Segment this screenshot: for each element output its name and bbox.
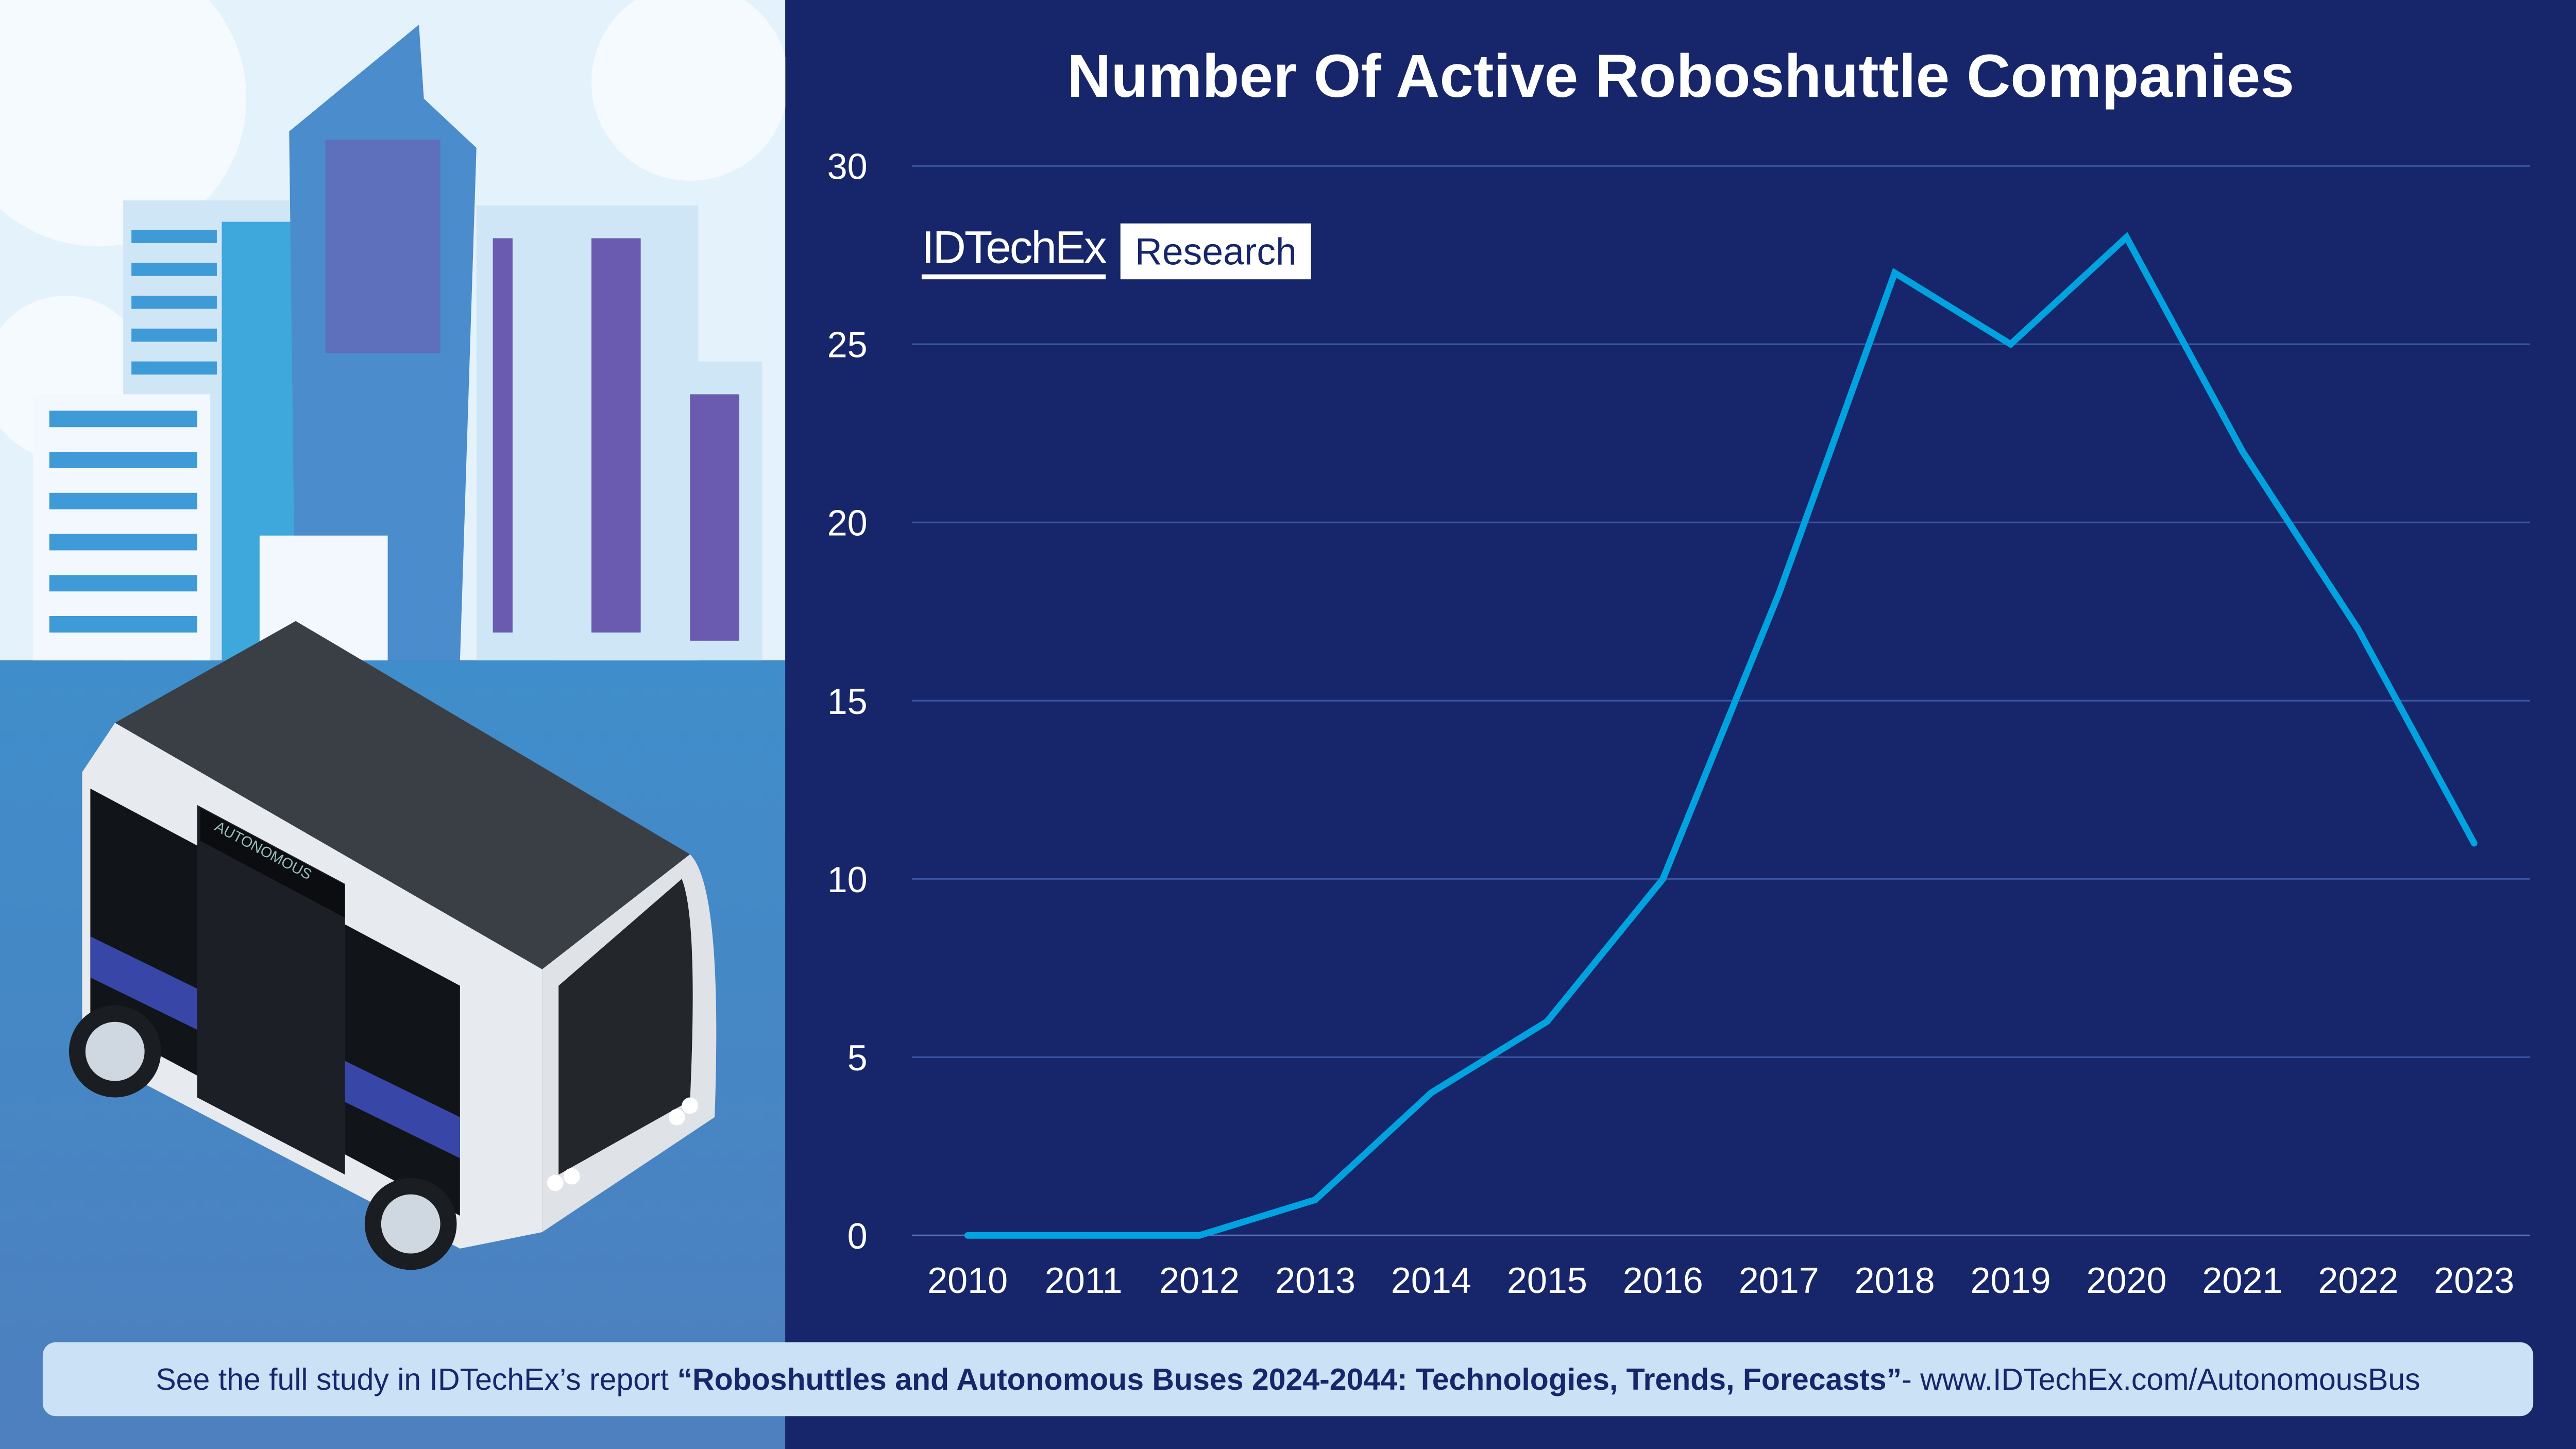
x-tick-label: 2022	[2318, 1260, 2398, 1301]
series-line	[968, 232, 2477, 1239]
data-point	[1196, 1232, 1203, 1239]
data-point	[2354, 626, 2362, 633]
data-point	[2007, 340, 2014, 348]
logo-suffix: Research	[1120, 223, 1312, 280]
x-tick-label: 2015	[1507, 1260, 1587, 1301]
y-tick-label: 20	[827, 503, 868, 543]
data-point	[2239, 448, 2246, 455]
x-tick-label: 2023	[2434, 1260, 2514, 1301]
y-tick-label: 30	[827, 146, 868, 187]
data-point	[1312, 1196, 1319, 1203]
data-point	[2470, 840, 2478, 847]
data-point	[1428, 1089, 1435, 1096]
x-tick-label: 2014	[1391, 1260, 1471, 1301]
data-point	[964, 1232, 971, 1239]
x-tick-label: 2016	[1623, 1260, 1703, 1301]
y-tick-label: 25	[827, 325, 868, 365]
y-tick-label: 5	[848, 1037, 868, 1078]
data-point	[1544, 1018, 1551, 1025]
x-tick-label: 2020	[2086, 1260, 2166, 1301]
data-point	[2123, 234, 2130, 241]
logo-brand: IDTechEx	[921, 223, 1107, 280]
x-tick-label: 2012	[1159, 1260, 1240, 1301]
data-point	[1659, 875, 1667, 882]
footer-link[interactable]: - www.IDTechEx.com/AutonomousBus	[1902, 1361, 2420, 1396]
y-tick-label: 0	[848, 1216, 868, 1256]
x-tick-label: 2019	[1971, 1260, 2051, 1301]
footer-banner: See the full study in IDTechEx’s report …	[42, 1342, 2534, 1417]
x-tick-label: 2010	[927, 1260, 1008, 1301]
footer-report-title: “Roboshuttles and Autonomous Buses 2024-…	[677, 1361, 1902, 1396]
x-tick-label: 2017	[1739, 1260, 1819, 1301]
data-point	[1775, 590, 1783, 598]
y-tick-label: 15	[827, 681, 868, 722]
data-point	[1891, 269, 1899, 277]
x-tick-label: 2021	[2202, 1260, 2282, 1301]
footer-prefix: See the full study in IDTechEx’s report	[156, 1361, 669, 1396]
data-point	[1080, 1232, 1087, 1239]
x-tick-label: 2011	[1045, 1260, 1123, 1301]
idtechex-research-logo: IDTechEx Research	[921, 223, 1312, 280]
chart-title: Number Of Active Roboshuttle Companies	[1067, 42, 2295, 110]
y-tick-label: 10	[827, 859, 868, 900]
city-bus-illustration: AUTONOMOUS	[0, 0, 786, 1449]
x-tick-label: 2013	[1275, 1260, 1355, 1301]
x-tick-label: 2018	[1855, 1260, 1935, 1301]
